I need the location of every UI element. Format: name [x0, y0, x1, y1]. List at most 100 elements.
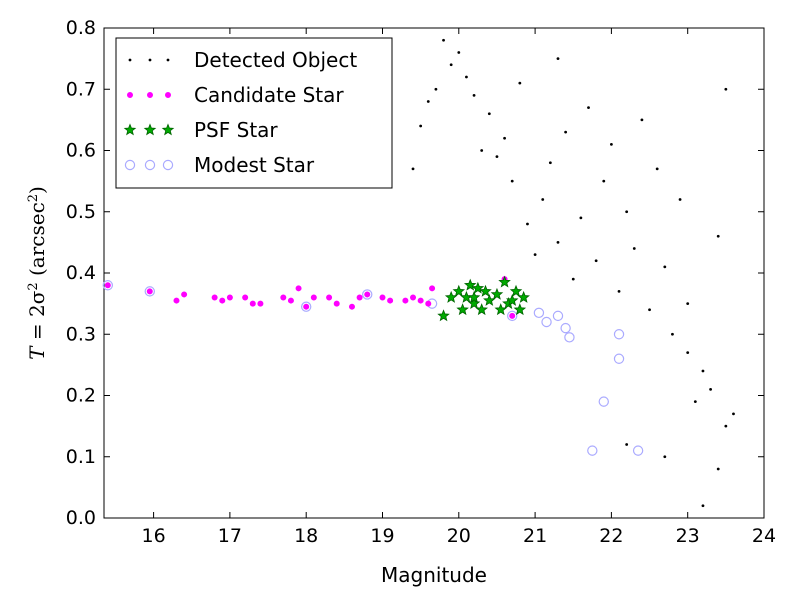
- detected-object-point: [541, 198, 545, 201]
- candidate-star-point: [310, 294, 317, 301]
- candidate-star-point: [127, 92, 134, 99]
- detected-object-point: [571, 277, 575, 281]
- modest-star-point: [541, 316, 552, 328]
- detected-object-point: [587, 106, 590, 110]
- detected-object-point: [148, 58, 152, 62]
- candidate-star-point: [410, 294, 417, 301]
- legend-box: [115, 37, 393, 189]
- candidate-star-point: [257, 300, 264, 307]
- detected-object-point: [526, 222, 529, 226]
- detected-object-point: [564, 130, 568, 134]
- psf-star-point: [505, 293, 519, 306]
- x-tick-label: 19: [370, 525, 394, 547]
- candidate-star-point: [303, 303, 310, 310]
- detected-object-point: [732, 412, 735, 416]
- axis-ticks: 16 17 18 19 20 21 22 23 24 0.0 0.1 0.2 0.3 0.4 0.5 0.6 0…: [66, 17, 776, 547]
- psf-star-point: [143, 123, 157, 136]
- candidate-star-point: [356, 294, 363, 301]
- detected-object-point: [556, 240, 560, 244]
- detected-object-point: [701, 504, 705, 508]
- candidate-star-point: [295, 285, 302, 292]
- candidate-star-point: [379, 294, 386, 301]
- candidate-star-point: [226, 294, 233, 301]
- psf-star-point: [467, 290, 481, 303]
- psf-star-point: [517, 290, 530, 303]
- detected-object-point: [166, 58, 170, 62]
- y-tick-label: 0.0: [66, 507, 96, 529]
- detected-object-point: [594, 259, 598, 263]
- candidate-star-point: [333, 300, 340, 307]
- detected-object-point: [510, 179, 514, 183]
- modest-star-point: [560, 322, 571, 334]
- detected-object-point: [495, 155, 499, 159]
- y-tick-label: 0.4: [66, 262, 96, 284]
- candidate-star-point: [146, 92, 153, 99]
- x-tick-label: 21: [523, 525, 547, 547]
- candidate-star-point: [173, 297, 180, 304]
- detected-object-point: [609, 142, 613, 146]
- y-tick-label: 0.6: [66, 140, 96, 162]
- psf-star-point: [123, 123, 137, 136]
- detected-object-point: [449, 63, 453, 67]
- detected-object-point: [617, 289, 621, 293]
- detected-object-point: [503, 136, 506, 140]
- detected-object-point: [533, 253, 537, 257]
- detected-object-point: [686, 351, 690, 355]
- psf-star-point: [490, 287, 504, 300]
- detected-object-point: [442, 38, 445, 42]
- detected-object-point: [625, 443, 629, 446]
- psf-star-point: [471, 281, 485, 294]
- detected-object-point: [434, 87, 438, 91]
- detected-object-point: [686, 302, 690, 306]
- psf-star-point: [494, 303, 508, 316]
- candidate-star-point: [164, 92, 171, 99]
- detected-object-point: [663, 265, 667, 269]
- detected-object-point: [716, 234, 720, 238]
- candidate-star-point: [326, 294, 333, 301]
- psf-star-point: [467, 297, 481, 309]
- psf-star-point: [475, 303, 488, 316]
- candidate-star-point: [219, 297, 226, 304]
- psf-star-point: [509, 284, 523, 297]
- detected-object-point: [457, 51, 461, 54]
- x-tick-label: 18: [294, 525, 318, 547]
- modest-star-point: [162, 159, 174, 171]
- modest-star-point: [598, 396, 609, 407]
- y-tick-label: 0.5: [66, 201, 96, 223]
- candidate-star-point: [181, 291, 188, 298]
- psf-star-point: [161, 123, 175, 136]
- candidate-star-point: [425, 300, 432, 307]
- modest-star-point: [587, 445, 598, 456]
- y-tick-label: 0.2: [66, 385, 96, 407]
- detected-object-point: [678, 198, 682, 201]
- psf-star-point: [444, 290, 458, 303]
- detected-object-point: [579, 216, 583, 220]
- modest-star-point: [613, 329, 625, 340]
- candidate-star-point: [104, 282, 111, 289]
- modest-star-point: [613, 353, 625, 364]
- modest-star-point: [533, 307, 545, 319]
- candidate-star-point: [348, 303, 355, 310]
- detected-object-point: [411, 167, 415, 171]
- candidate-star-point: [211, 294, 218, 301]
- detected-object-point: [548, 161, 552, 165]
- detected-object-point: [518, 81, 522, 85]
- candidate-star-point: [429, 285, 436, 292]
- x-tick-label: 23: [676, 525, 700, 547]
- detected-object-point: [487, 112, 491, 116]
- detected-object-point: [556, 57, 560, 61]
- y-tick-label: 0.8: [66, 17, 96, 39]
- y-tick-label: 0.7: [66, 78, 96, 100]
- detected-object-point: [625, 210, 629, 214]
- modest-star-point: [300, 301, 312, 312]
- modest-star-point: [507, 310, 518, 322]
- candidate-star-point: [249, 300, 256, 307]
- candidate-star-point: [387, 297, 394, 304]
- chart-marks: [102, 38, 735, 508]
- y-tick-label: 0.1: [66, 446, 96, 468]
- detected-object-point: [480, 149, 484, 152]
- detected-object-point: [419, 124, 423, 128]
- modest-star-point: [144, 286, 155, 297]
- psf-star-point: [437, 309, 450, 322]
